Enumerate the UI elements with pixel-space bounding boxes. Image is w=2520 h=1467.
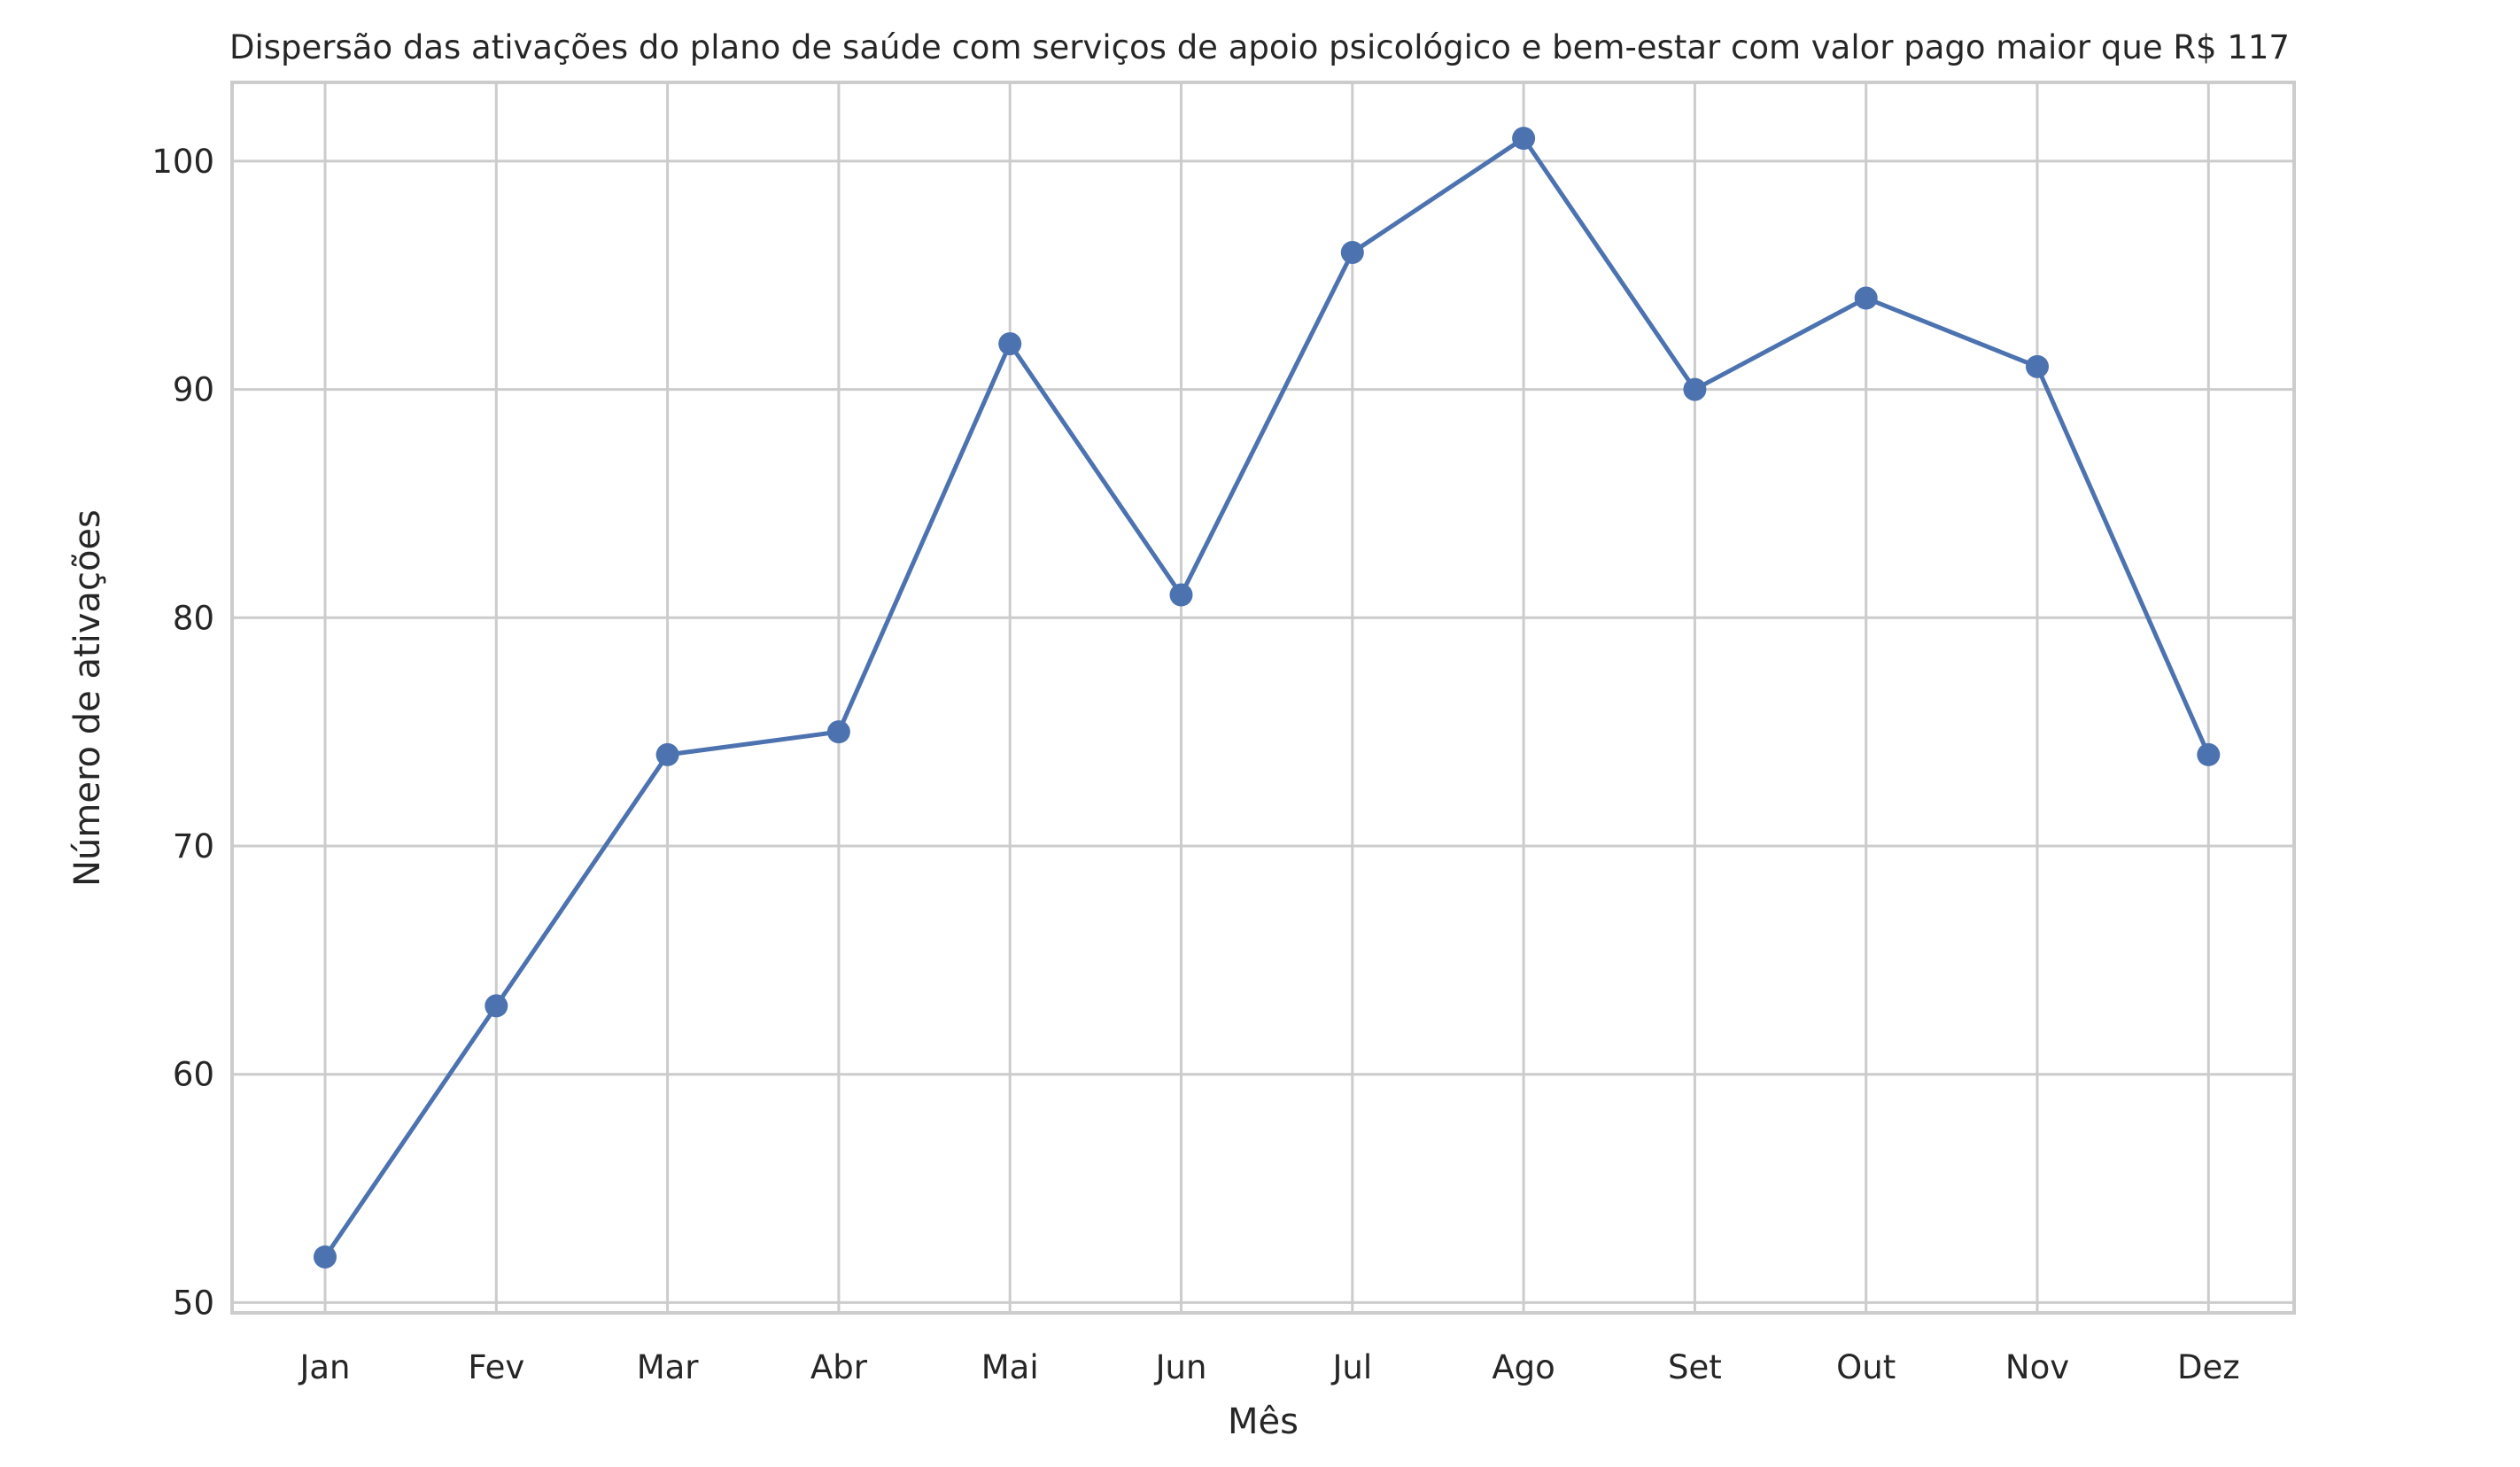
x-axis-label: Mês <box>1228 1401 1299 1442</box>
x-axis-ticks: Jan Fev Mar Abr Mai Jun Jul Ago Set Out Nov Dez <box>298 1348 2239 1386</box>
x-tick-label: Mar <box>637 1348 700 1386</box>
gridlines <box>232 82 2294 1313</box>
x-tick-label: Fev <box>468 1348 524 1386</box>
x-tick-label: Dez <box>2177 1348 2240 1386</box>
data-point <box>998 332 1022 356</box>
data-point <box>1340 240 1364 264</box>
data-point <box>2197 742 2221 766</box>
y-tick-label: 80 <box>173 599 214 637</box>
x-tick-label: Out <box>1836 1348 1896 1386</box>
y-tick-label: 70 <box>173 827 214 865</box>
data-point <box>826 720 850 744</box>
x-tick-label: Abr <box>810 1348 868 1386</box>
data-point <box>2026 354 2049 378</box>
x-tick-label: Ago <box>1492 1348 1555 1386</box>
series-line <box>322 136 2211 1260</box>
x-tick-label: Jun <box>1154 1348 1207 1386</box>
data-point <box>1512 127 1536 151</box>
x-tick-label: Jul <box>1330 1348 1372 1386</box>
x-tick-label: Set <box>1668 1348 1722 1386</box>
data-point <box>1683 377 1707 401</box>
y-tick-label: 90 <box>173 371 214 409</box>
data-point <box>1854 286 1878 310</box>
data-point <box>314 1245 337 1269</box>
x-tick-label: Mai <box>981 1348 1039 1386</box>
plot-area <box>230 81 2296 1315</box>
y-tick-label: 60 <box>173 1056 214 1094</box>
x-tick-label: Jan <box>298 1348 350 1386</box>
data-point <box>655 742 679 766</box>
chart-title: Dispersão das ativações do plano de saúd… <box>229 28 2290 66</box>
x-tick-label: Nov <box>2005 1348 2069 1386</box>
y-axis-ticks: 50 60 70 80 90 100 <box>151 143 214 1322</box>
data-point <box>1169 583 1193 607</box>
y-axis-label: Número de ativações <box>67 509 108 887</box>
plot-frame <box>230 81 2296 1315</box>
y-tick-label: 50 <box>173 1284 214 1322</box>
series-group <box>314 127 2221 1269</box>
data-point <box>485 994 508 1018</box>
y-tick-label: 100 <box>151 143 214 181</box>
